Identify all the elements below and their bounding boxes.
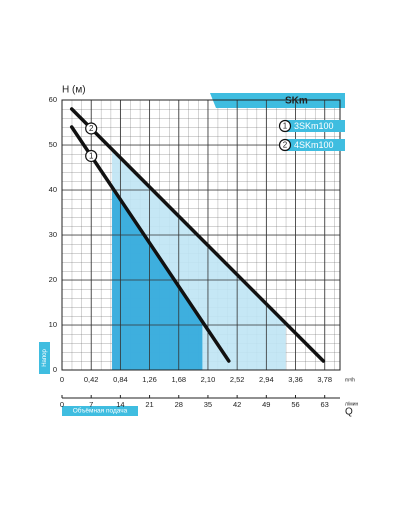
x2-tick-label: 14	[116, 400, 124, 409]
curve-marker	[85, 122, 98, 135]
side-label: Напор	[42, 349, 48, 367]
y-tick-label: 50	[49, 140, 57, 149]
x-tick-label: 2,10	[201, 375, 216, 384]
x-tick-label: 0,84	[113, 375, 128, 384]
curve	[69, 107, 326, 363]
x-tick-label: 1,26	[142, 375, 157, 384]
y-tick-label: 60	[49, 95, 57, 104]
x2-tick-label: 49	[262, 400, 270, 409]
y-tick-label: 10	[49, 320, 57, 329]
legend-marker	[278, 138, 292, 152]
curve-marker-label: 1	[89, 152, 94, 161]
x-unit: m³/h	[345, 377, 355, 383]
x-tick-label: 3,78	[317, 375, 332, 384]
side-label-box	[39, 342, 50, 374]
x-tick-label: 3,36	[288, 375, 303, 384]
legend-marker-label: 1	[283, 122, 288, 131]
x2-tick-label: 56	[291, 400, 299, 409]
x2-tick-label: 0	[60, 400, 64, 409]
y-tick-label: 0	[53, 365, 57, 374]
x-label: Объёмная подача	[73, 407, 128, 415]
x2-tick-label: 35	[204, 400, 212, 409]
x-tick-label: 0,42	[84, 375, 99, 384]
x-tick-label: 0	[60, 375, 64, 384]
curve	[69, 125, 231, 363]
x-tick-label: 2,52	[230, 375, 245, 384]
y-tick-label: 20	[49, 275, 57, 284]
x2-unit: л/мин	[345, 401, 359, 407]
x2-tick-label: 63	[321, 400, 329, 409]
curve-marker-label: 2	[89, 124, 94, 133]
curve-marker	[85, 149, 98, 163]
legend-marker-label: 2	[283, 141, 288, 150]
legend-marker	[278, 119, 292, 133]
legend-label: 3SKm100	[294, 121, 334, 131]
x2-tick-label: 42	[233, 400, 241, 409]
operating-area	[112, 187, 203, 370]
x2-tick-label: 7	[89, 400, 93, 409]
y-label: H (м)	[62, 85, 86, 96]
x-tick-label: 1,68	[171, 375, 186, 384]
y-tick-label: 40	[49, 185, 57, 194]
x2-symbol: Q	[345, 407, 353, 418]
legend-box	[286, 120, 345, 132]
legend-box	[286, 139, 345, 151]
legend-label: 4SKm100	[294, 140, 334, 150]
chart-title: SKm	[285, 96, 308, 107]
x2-tick-label: 28	[175, 400, 183, 409]
plot-frame	[61, 99, 341, 371]
y-tick-label: 30	[49, 230, 57, 239]
x-label-box	[62, 406, 138, 416]
x-tick-label: 2,94	[259, 375, 274, 384]
x2-tick-label: 21	[145, 400, 153, 409]
